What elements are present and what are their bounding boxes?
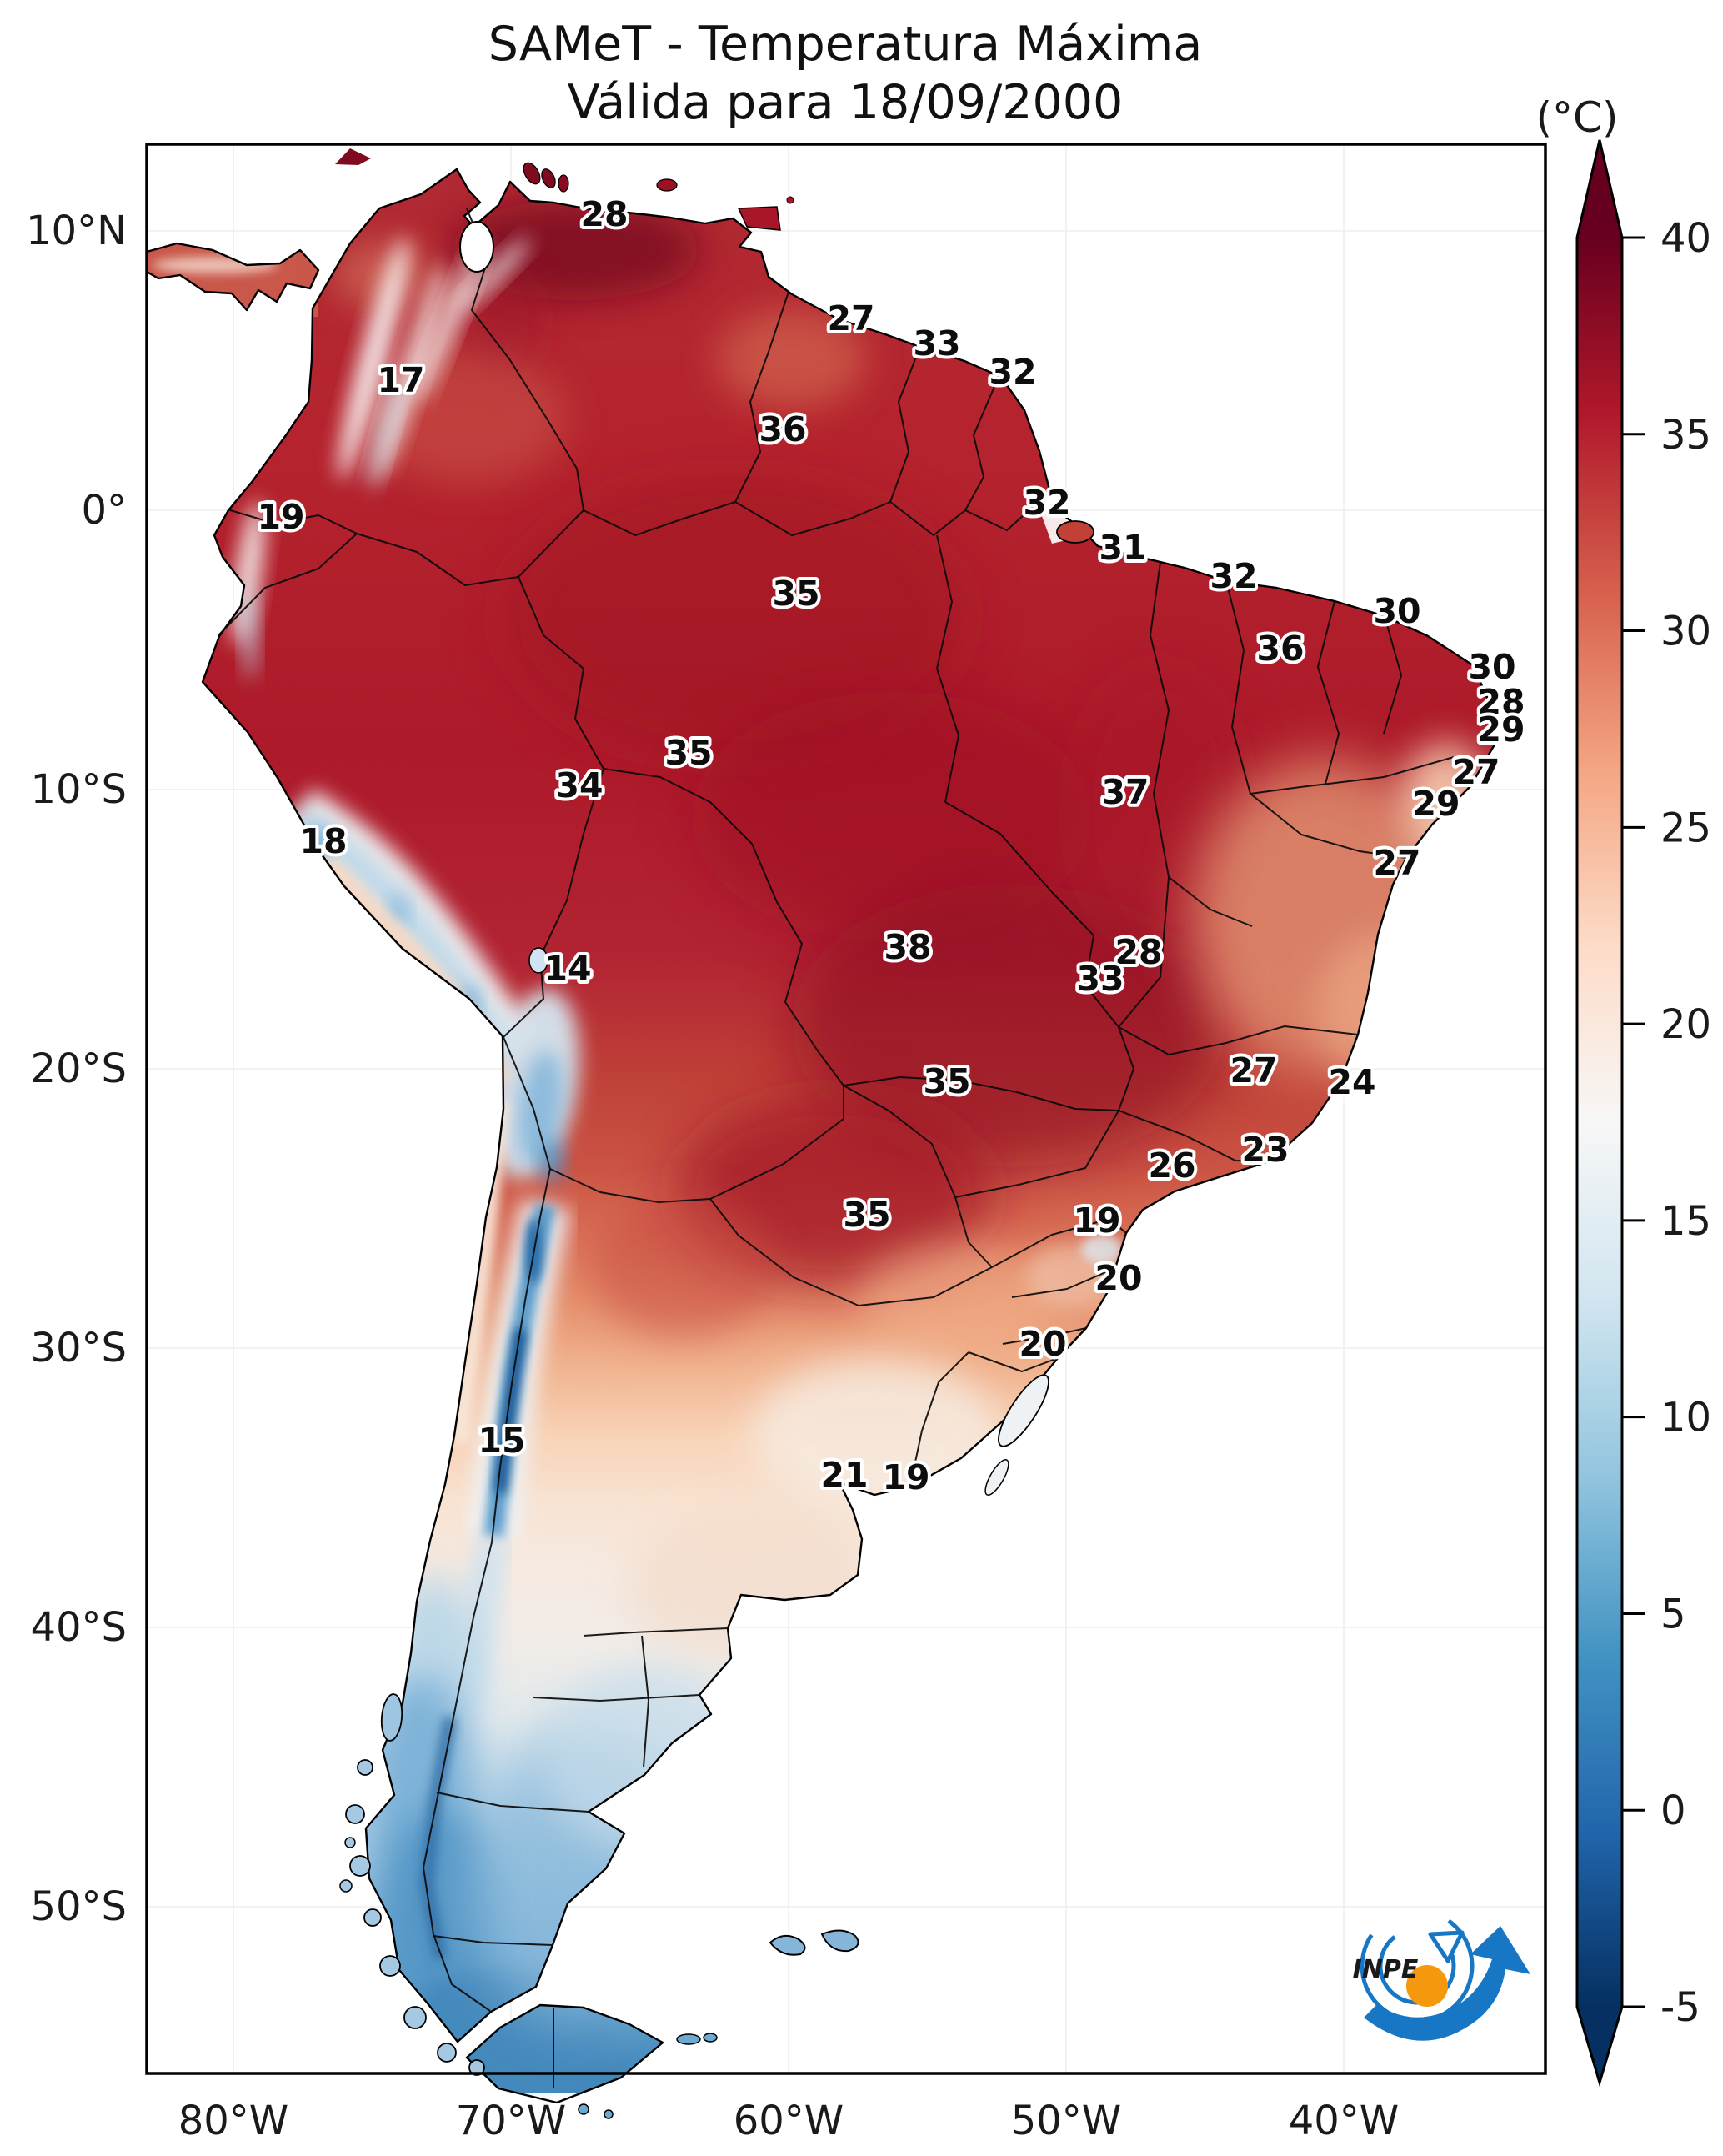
falkland-east [820,1929,859,1953]
station-temp-label: 35 [664,733,712,773]
station-temp-label: 27 [1373,843,1420,883]
station-temp-label: 30 [1373,591,1420,631]
station-temp-label: 34 [555,765,603,805]
colorbar-tick-label: 25 [1660,805,1711,851]
station-temp-label: 24 [1328,1062,1375,1102]
colorbar-tick-label: 5 [1660,1591,1686,1637]
inpe-logo: INPE [1353,1908,1530,2041]
station-temp-label: 20 [1094,1258,1142,1298]
station-temp-label: 28 [1477,682,1525,722]
figure-title-line2: Válida para 18/09/2000 [568,75,1124,130]
lon-tick-label: 70°W [456,2098,567,2144]
colorbar-gradient-bar [1575,139,1624,2088]
lat-tick-label: 30°S [30,1325,127,1371]
station-temp-label: 36 [759,409,806,449]
station-temp-label: 17 [377,360,424,400]
lat-tick-label: 50°S [30,1883,127,1930]
lat-tick-label: 10°S [30,766,127,813]
lat-tick-label: 10°N [26,208,127,254]
station-temp-label: 21 [820,1455,868,1495]
station-temp-label: 35 [772,574,819,614]
station-temp-label: 29 [1412,784,1460,824]
station-temp-label: 28 [1114,932,1162,972]
colorbar: (°C) 40 35 30 25 20 15 10 5 0 -5 [1536,93,1711,2088]
station-temp-label: 29 [1477,709,1525,750]
station-temp-label: 31 [1099,528,1146,568]
station-temp-label: 14 [543,949,591,989]
falkland-west [769,1934,806,1956]
station-temp-label: 35 [843,1195,890,1235]
station-temp-label: 27 [1452,752,1500,792]
station-temp-label: 35 [923,1061,970,1101]
station-temp-label: 37 [1101,772,1149,812]
station-temp-label: 30 [1468,647,1515,687]
lakes-and-islands [335,148,1049,2119]
inpe-logo-down-arrow [1428,1930,1465,1963]
colorbar-tick-label: 10 [1660,1395,1711,1442]
colorbar-tick-label: 20 [1660,1001,1711,1048]
lake-titicaca [528,947,548,974]
station-temp-label: 28 [580,194,628,234]
station-temp-label: 32 [1023,483,1070,523]
coastlines [145,168,1496,2104]
station-temp-label: 15 [478,1421,525,1461]
lat-tick-label: 40°S [30,1604,127,1651]
figure-title-line1: SAMeT - Temperatura Máxima [488,17,1203,72]
station-temp-label: 19 [882,1457,929,1497]
station-temp-label: 19 [1073,1201,1120,1241]
inpe-logo-swoosh-arrow [1364,1926,1530,2041]
lon-tick-label: 80°W [178,2098,289,2144]
marajo-island [1056,520,1094,544]
lagoa-mirim [984,1459,1009,1496]
lake-maracaibo [459,221,494,273]
station-temp-label: 27 [1230,1050,1277,1091]
station-temp-label: 32 [989,352,1036,392]
lagoa-dos-patos [998,1374,1049,1447]
inpe-logo-text: INPE [1353,1955,1419,1984]
station-temp-label: 27 [827,298,874,338]
colorbar-ticks: 40 35 30 25 20 15 10 5 0 -5 [1622,215,1711,2031]
station-temp-label: 19 [257,497,304,537]
inpe-logo-orange-dot [1406,1965,1448,2007]
colorbar-tick-label: -5 [1660,1984,1700,2031]
longitude-axis: 80°W 70°W 60°W 50°W 40°W [178,2098,1400,2144]
chiloe-island [380,1693,403,1742]
colorbar-tick-label: 0 [1660,1787,1686,1834]
station-temp-label: 38 [884,927,931,967]
colorbar-tick-label: 35 [1660,412,1711,459]
station-temp-label: 26 [1148,1146,1195,1186]
colorbar-tick-label: 15 [1660,1198,1711,1245]
latitude-axis: 10°N 0° 10°S 20°S 30°S 40°S 50°S [26,208,127,1930]
station-temp-label: 18 [299,821,347,861]
station-temp-label: 20 [1019,1324,1066,1364]
caribbean-patch [335,148,371,165]
trinidad-island [737,206,781,231]
lat-tick-label: 0° [81,487,127,534]
station-temp-label: 33 [913,323,960,364]
colorbar-tick-label: 40 [1660,215,1711,262]
colorbar-tick-label: 30 [1660,609,1711,655]
station-temp-label: 32 [1210,556,1257,596]
station-temp-label: 23 [1241,1130,1289,1170]
lon-tick-label: 50°W [1011,2098,1122,2144]
station-temp-label: 36 [1256,629,1304,669]
lon-tick-label: 40°W [1289,2098,1400,2144]
colorbar-unit-label: (°C) [1536,93,1619,142]
lon-tick-label: 60°W [734,2098,844,2144]
lat-tick-label: 20°S [30,1045,127,1092]
station-temp-label: 33 [1076,959,1124,999]
margarita-island [656,178,678,192]
map-frame [145,143,1547,2075]
political-borders [218,208,1455,2088]
